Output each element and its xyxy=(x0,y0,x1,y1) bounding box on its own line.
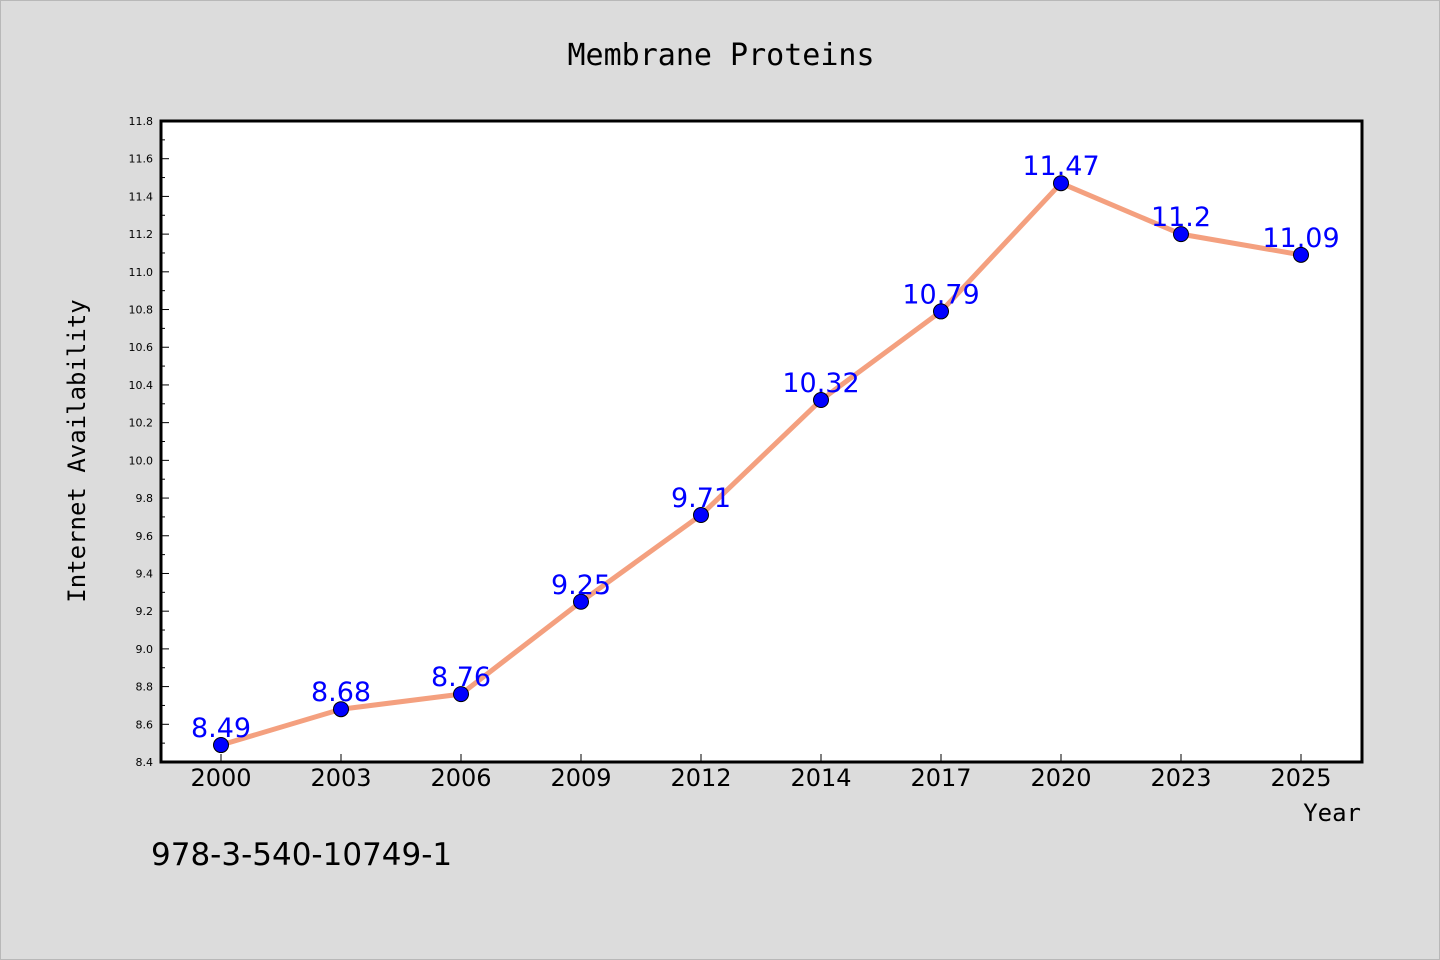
y-tick-label: 11.0 xyxy=(129,266,154,279)
data-label: 9.71 xyxy=(671,483,731,514)
x-axis-title: Year xyxy=(1303,799,1361,827)
y-tick-label: 9.6 xyxy=(136,530,154,543)
data-label: 11.09 xyxy=(1262,223,1339,254)
data-label: 8.76 xyxy=(431,662,491,693)
y-tick-label: 11.6 xyxy=(129,153,154,166)
chart-title: Membrane Proteins xyxy=(567,38,874,73)
y-tick-label: 10.2 xyxy=(129,417,154,430)
y-tick-label: 11.8 xyxy=(129,115,154,128)
x-tick-label: 2006 xyxy=(430,764,491,792)
y-tick-label: 9.4 xyxy=(136,567,154,580)
data-label: 11.47 xyxy=(1022,151,1099,182)
x-tick-label: 2014 xyxy=(790,764,851,792)
x-tick-label: 2012 xyxy=(670,764,731,792)
data-point xyxy=(933,303,949,320)
data-point xyxy=(333,701,349,718)
y-tick-label: 11.2 xyxy=(129,228,154,241)
y-tick-label: 8.6 xyxy=(136,718,154,731)
y-tick-label: 8.8 xyxy=(136,681,154,694)
x-tick-label: 2025 xyxy=(1270,764,1331,792)
x-tick-label: 2009 xyxy=(550,764,611,792)
x-tick-label: 2017 xyxy=(910,764,971,792)
series-line xyxy=(218,180,1304,748)
data-label: 11.2 xyxy=(1151,202,1211,233)
data-point xyxy=(1293,246,1309,263)
data-label: 8.49 xyxy=(191,713,251,744)
data-point xyxy=(213,737,229,754)
x-axis: 2000 2003 2006 2009 2012 2014 2017 2020 2023 2025 xyxy=(190,754,1332,792)
x-tick-label: 2003 xyxy=(310,764,371,792)
data-point xyxy=(813,392,829,409)
y-tick-label: 10.4 xyxy=(129,379,154,392)
y-tick-label: 10.6 xyxy=(129,341,154,354)
series-group: 8.49 8.68 8.76 9.25 9.71 10.32 10.79 11.47 11.2 1… xyxy=(191,151,1340,754)
y-axis: 8.4 8.6 8.8 9.0 9.2 9.4 9.6 9.8 10.0 10.2 10.4 10.6… xyxy=(129,115,169,769)
y-tick-label: 10.0 xyxy=(129,454,154,467)
data-label: 9.25 xyxy=(551,570,611,601)
data-label: 8.68 xyxy=(311,677,371,708)
y-tick-label: 11.4 xyxy=(129,190,154,203)
x-tick-label: 2020 xyxy=(1030,764,1091,792)
y-tick-label: 8.4 xyxy=(136,756,154,769)
x-tick-label: 2000 xyxy=(190,764,251,792)
isbn-code: 978-3-540-10749-1 xyxy=(151,837,452,873)
y-tick-label: 10.8 xyxy=(129,304,154,317)
y-tick-label: 9.2 xyxy=(136,605,154,618)
data-label: 10.32 xyxy=(782,368,859,399)
x-tick-label: 2023 xyxy=(1150,764,1211,792)
y-tick-label: 9.8 xyxy=(136,492,154,505)
data-point xyxy=(693,507,709,524)
data-point xyxy=(1173,226,1189,243)
data-label: 10.79 xyxy=(902,279,979,310)
data-point xyxy=(573,593,589,610)
data-point xyxy=(453,686,469,703)
data-point xyxy=(1053,175,1069,192)
y-axis-title: Internet Availability xyxy=(63,299,91,602)
y-tick-label: 9.0 xyxy=(136,643,154,656)
